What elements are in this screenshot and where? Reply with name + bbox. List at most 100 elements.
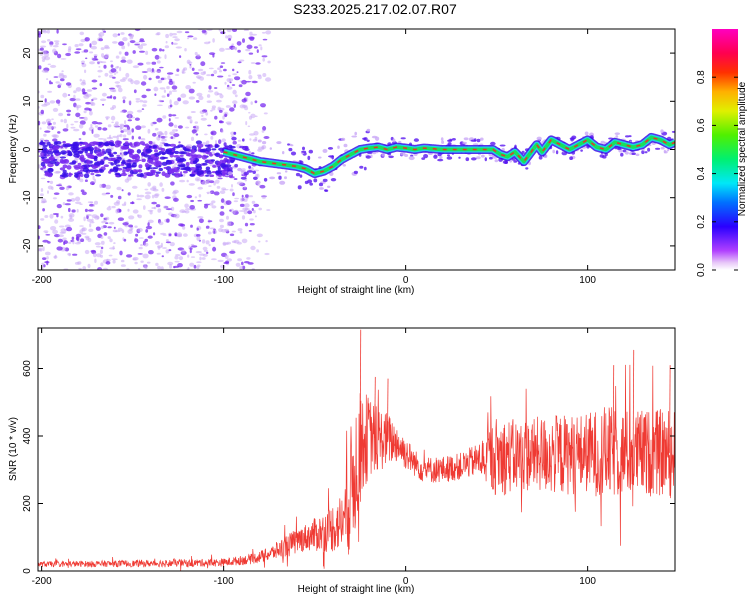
speckle-dot <box>197 199 202 202</box>
speckle-dot <box>158 221 164 226</box>
speckle-dot <box>157 208 162 213</box>
speckle-dot <box>79 203 83 205</box>
speckle-dot <box>38 31 42 36</box>
spectrogram-ylabel: Frequency (Hz) <box>8 115 19 184</box>
band-dot <box>145 143 150 149</box>
speckle-dot <box>179 55 182 58</box>
speckle-dot <box>232 29 237 32</box>
speckle-dot <box>131 135 134 140</box>
speckle-dot <box>66 123 69 129</box>
speckle-dot <box>229 250 236 254</box>
speckle-dot <box>233 210 236 215</box>
speckle-dot <box>196 227 199 231</box>
speckle-dot <box>219 190 226 195</box>
speckle-dot <box>222 241 227 246</box>
speckle-dot <box>128 34 134 37</box>
speckle-dot <box>60 215 64 219</box>
speckle-dot <box>241 194 244 198</box>
speckle-dot <box>95 245 102 248</box>
speckle-dot <box>129 40 136 44</box>
speckle-dot <box>140 43 147 46</box>
halo-dot <box>400 152 406 156</box>
speckle-dot <box>196 92 203 97</box>
speckle-dot <box>49 41 54 46</box>
speckle-dot <box>38 225 41 229</box>
speckle-dot <box>139 237 144 239</box>
speckle-dot <box>220 31 226 35</box>
speckle-dot <box>224 81 227 85</box>
speckle-dot <box>166 86 170 90</box>
speckle-dot <box>113 123 119 128</box>
speckle-dot <box>150 122 154 127</box>
band-dot <box>86 159 91 165</box>
speckle-dot <box>214 91 219 96</box>
speckle-dot <box>181 249 186 253</box>
band-dot <box>49 160 57 164</box>
band-dot <box>166 159 170 163</box>
y-tick-label: 0 <box>22 146 33 152</box>
halo-dot <box>239 145 245 149</box>
speckle-dot <box>58 83 62 86</box>
speckle-dot <box>115 71 119 74</box>
speckle-dot <box>262 73 267 77</box>
band-dot <box>62 159 68 163</box>
halo-dot <box>446 156 453 160</box>
speckle-dot <box>145 225 153 230</box>
band-dot <box>114 140 121 146</box>
speckle-dot <box>56 204 62 209</box>
band-dot <box>74 173 79 178</box>
speckle-dot <box>193 37 198 40</box>
halo-dot <box>366 128 371 132</box>
band-dot <box>126 165 133 169</box>
x-tick-label: -200 <box>32 576 52 587</box>
speckle-dot <box>177 97 182 102</box>
speckle-dot <box>205 111 209 116</box>
speckle-dot <box>119 124 124 130</box>
speckle-dot <box>146 261 151 264</box>
speckle-dot <box>247 125 251 128</box>
speckle-dot <box>126 59 133 64</box>
speckle-dot <box>240 197 245 202</box>
halo-dot <box>631 152 636 155</box>
speckle-dot <box>154 54 160 60</box>
y-tick-label: 600 <box>22 360 33 377</box>
speckle-dot <box>207 231 212 235</box>
speckle-dot <box>85 214 92 217</box>
speckle-dot <box>42 208 45 212</box>
halo-dot <box>341 137 346 141</box>
speckle-dot <box>114 81 121 84</box>
speckle-dot <box>127 42 130 47</box>
speckle-dot <box>219 120 224 124</box>
band-dot <box>83 173 90 179</box>
speckle-dot <box>44 139 49 142</box>
band-dot <box>139 141 145 145</box>
speckle-dot <box>72 240 75 245</box>
speckle-dot <box>179 179 186 183</box>
speckle-dot <box>199 253 205 256</box>
speckle-dot <box>248 75 253 80</box>
speckle-dot <box>156 136 161 141</box>
band-dot <box>109 169 114 172</box>
speckle-dot <box>151 47 158 52</box>
band-dot <box>141 158 146 163</box>
speckle-dot <box>183 233 188 237</box>
speckle-dot <box>173 197 179 202</box>
speckle-dot <box>245 194 249 198</box>
colorbar-label: Normalized spectral amplitude <box>737 81 748 216</box>
speckle-dot <box>168 118 171 122</box>
speckle-dot <box>58 112 64 117</box>
speckle-dot <box>78 43 84 47</box>
speckle-dot <box>125 72 130 78</box>
speckle-dot <box>169 264 173 269</box>
speckle-dot <box>88 108 92 112</box>
band-dot <box>107 151 112 156</box>
speckle-dot <box>89 203 95 207</box>
speckle-dot <box>208 180 215 184</box>
speckle-dot <box>101 225 104 229</box>
speckle-dot <box>117 195 122 200</box>
band-dot <box>93 169 99 172</box>
spectrogram-image <box>38 29 675 270</box>
band-dot <box>45 171 50 176</box>
speckle-dot <box>94 242 101 246</box>
speckle-dot <box>234 209 239 212</box>
